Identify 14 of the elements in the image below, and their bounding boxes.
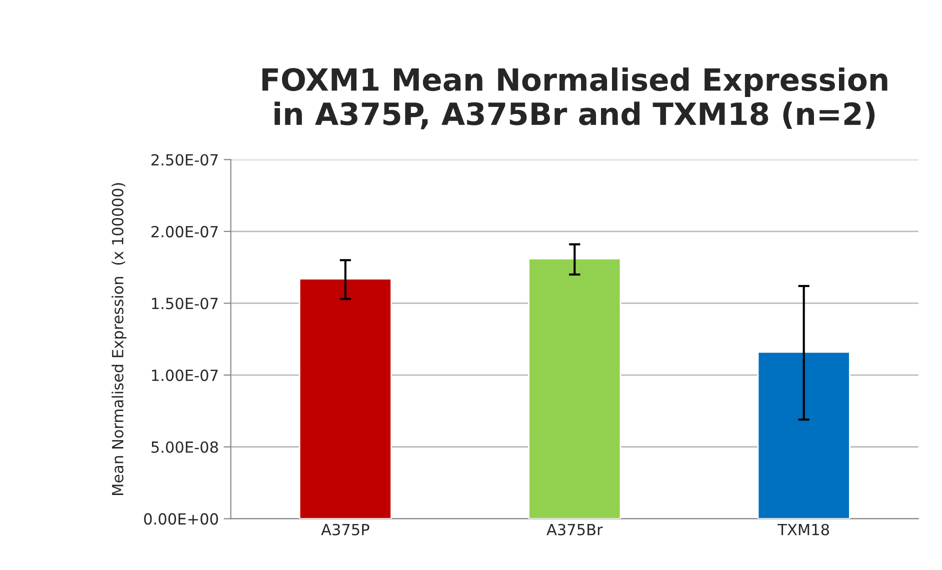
y-tick-label: 1.50E-07 <box>152 298 218 310</box>
x-tick-label: A375P <box>321 524 370 536</box>
bar <box>528 258 622 519</box>
y-tick-label: 5.00E-08 <box>152 441 218 453</box>
y-tick-label: 2.00E-07 <box>151 226 218 238</box>
x-tick-label: TXM18 <box>778 524 830 536</box>
bar <box>298 278 392 519</box>
y-tick-label: 2.50E-07 <box>151 154 218 166</box>
y-tick-label: 1.00E-07 <box>152 370 218 382</box>
bar <box>757 351 850 519</box>
y-axis-title: Mean Normalised Expression (x 100000) <box>112 183 126 495</box>
y-tick-label: 0.00E+00 <box>144 513 218 525</box>
x-tick-label: A375Br <box>546 524 603 536</box>
chart-title: FOXM1 Mean Normalised Expression in A375P, A375Br and TXM18 (n=2) <box>262 67 888 130</box>
